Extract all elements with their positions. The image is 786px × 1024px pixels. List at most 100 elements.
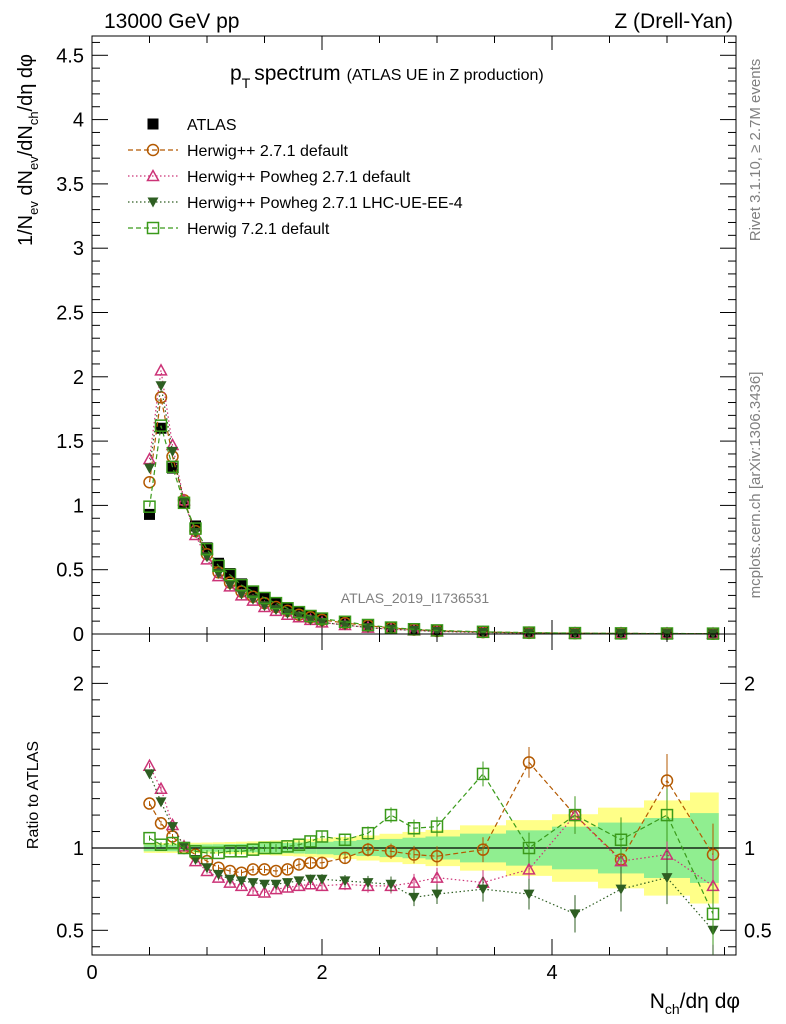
main-data-point — [293, 611, 305, 622]
ratio-data-point — [144, 769, 155, 780]
main-data-point — [224, 580, 236, 591]
ylabel-part-d: /dη dφ — [15, 54, 37, 111]
ratio-data-point — [361, 826, 375, 840]
ratio-data-point — [615, 884, 627, 895]
ratio-data-point — [384, 845, 398, 858]
ratio-data-point — [706, 907, 720, 921]
main-data-point — [234, 588, 249, 601]
main-y-tick-label: 4 — [73, 110, 84, 132]
ratio-data-point — [259, 879, 270, 890]
main-data-point — [177, 496, 191, 510]
main-data-point — [190, 527, 201, 538]
main-data-point — [338, 615, 352, 629]
legend-entry-herwig-powheg-2-7-1-default: Herwig++ Powheg 2.7.1 default — [128, 168, 411, 186]
main-data-point — [476, 625, 490, 639]
ratio-data-point — [614, 833, 628, 847]
main-data-point — [212, 559, 225, 573]
ratio-data-point — [523, 889, 535, 900]
ratio-data-point — [476, 767, 490, 781]
plot-title-p: p — [230, 62, 242, 85]
ratio-data-layer — [142, 747, 720, 955]
ratio-data-point — [361, 843, 375, 856]
main-data-point — [431, 626, 443, 637]
main-data-point — [236, 589, 247, 600]
xlabel-sub-a: ch — [665, 1001, 680, 1017]
main-data-point — [223, 579, 237, 592]
ratio-data-point — [201, 863, 213, 874]
ratio-data-point — [282, 878, 293, 889]
x-tick-label: 4 — [546, 962, 557, 984]
main-data-point — [270, 605, 282, 616]
main-data-point — [155, 381, 167, 392]
plot-title-spectrum: spectrum — [254, 62, 340, 85]
ratio-data-point — [224, 874, 236, 885]
main-series-herwig-7-2-1-default — [143, 419, 720, 640]
ratio-y-tick-label: 2 — [73, 673, 84, 695]
main-data-point — [224, 568, 236, 580]
ratio-data-point — [408, 892, 420, 903]
main-y-tick-label: 3.5 — [56, 174, 84, 196]
ratio-series-herwig-7-2-1-default — [143, 761, 720, 945]
ratio-data-point — [361, 878, 375, 892]
ratio-data-point — [316, 874, 328, 885]
ratio-data-point — [315, 856, 329, 870]
legend-label: Herwig 7.2.1 default — [187, 221, 330, 238]
ratio-data-point — [660, 774, 674, 787]
ratio-data-point — [384, 808, 398, 822]
ratio-data-point — [407, 821, 421, 835]
main-data-point — [246, 593, 260, 606]
main-data-point — [189, 522, 202, 535]
ratio-data-point — [430, 820, 444, 833]
ratio-data-point — [385, 879, 397, 890]
plot-title-sub: T — [242, 75, 251, 91]
ratio-data-point — [143, 797, 156, 810]
legend-entry-herwig-2-7-1-default: Herwig++ 2.7.1 default — [128, 143, 349, 160]
x-tick-label: 2 — [316, 962, 327, 984]
ratio-data-point — [247, 878, 259, 889]
ratio-data-point — [236, 876, 247, 887]
main-y-tick-label: 2 — [73, 367, 84, 389]
rivet-version-label: Rivet 3.1.10, ≥ 2.7M events — [747, 59, 764, 242]
ratio-data-point — [568, 808, 582, 822]
ylabel-sub-c: ch — [26, 111, 41, 125]
ratio-data-point — [476, 843, 490, 856]
main-data-point — [408, 625, 420, 636]
ratio-plot-panel: 0.5 0.5 1 1 2 2 0 2 4 Ratio to ATLAS Nch/dη dφ — [25, 633, 772, 1017]
ratio-data-point — [338, 833, 352, 847]
mcplots-label: mcplots.cern.ch [arXiv:1306.3436] — [747, 372, 764, 599]
main-data-point — [143, 475, 156, 489]
main-y-tick-label: 4.5 — [56, 45, 84, 67]
ratio-series-line — [148, 765, 714, 894]
ratio-data-point — [660, 808, 674, 822]
ratio-data-point — [246, 883, 260, 897]
main-y-tick-label: 0 — [73, 624, 84, 646]
ratio-data-point — [281, 863, 294, 876]
ratio-data-point — [213, 869, 224, 880]
main-data-point — [477, 627, 489, 638]
legend-entry-herwig-powheg-2-7-1-lhc-ue-ee-4: Herwig++ Powheg 2.7.1 LHC-UE-EE-4 — [128, 195, 463, 212]
main-data-point — [154, 419, 168, 432]
main-data-point — [236, 578, 247, 590]
ratio-data-point — [211, 870, 226, 883]
legend-marker — [146, 143, 160, 157]
ratio-data-point — [223, 875, 237, 888]
ratio-y-axis-label: Ratio to ATLAS — [25, 741, 42, 849]
legend-label: Herwig++ 2.7.1 default — [187, 143, 349, 160]
main-y-tick-label: 0.5 — [56, 560, 84, 582]
ratio-data-point — [614, 854, 628, 867]
ratio-data-point — [257, 885, 272, 898]
ratio-plot-frame — [91, 633, 737, 956]
ratio-data-point — [292, 878, 306, 892]
main-y-tick-label: 1 — [73, 495, 84, 517]
legend-marker — [146, 221, 160, 235]
main-series-line — [148, 425, 714, 635]
main-y-axis: 0 0.5 1 1.5 2 2.5 3 3.5 4 4.5 — [56, 36, 736, 646]
main-data-point — [246, 585, 260, 598]
ratio-data-point — [338, 851, 352, 865]
main-y-tick-label: 2.5 — [56, 302, 84, 324]
main-data-point — [384, 621, 398, 634]
ratio-data-point — [522, 841, 536, 855]
ratio-y-tick-label-right: 0.5 — [744, 920, 772, 942]
legend-label: Herwig++ Powheg 2.7.1 LHC-UE-EE-4 — [187, 195, 463, 212]
main-data-point — [223, 568, 237, 582]
